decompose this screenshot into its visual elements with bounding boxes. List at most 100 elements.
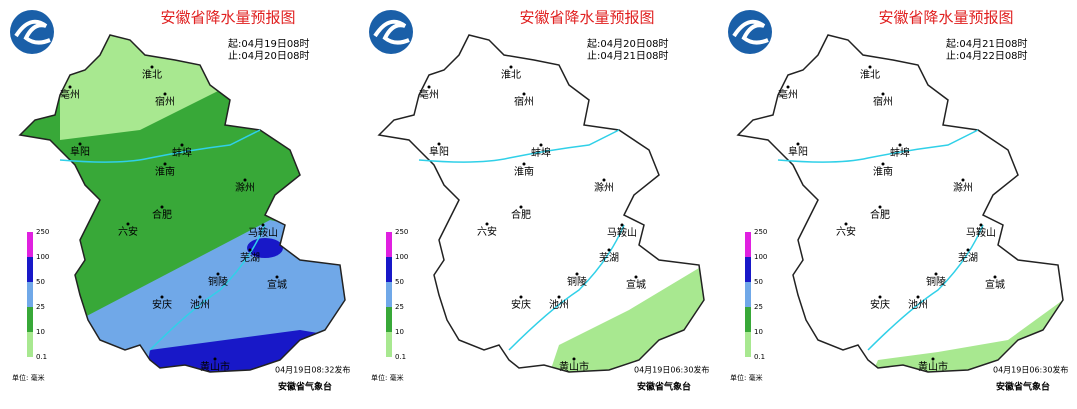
legend-swatch — [745, 307, 751, 332]
legend-label: 10 — [395, 328, 404, 336]
river — [59, 129, 261, 163]
legend-swatch — [386, 282, 392, 307]
city-label: 六安 — [477, 225, 497, 238]
river — [149, 224, 266, 351]
city-label: 阜阳 — [429, 145, 449, 158]
city-label: 芜湖 — [958, 251, 978, 264]
city-label: 阜阳 — [70, 145, 90, 158]
city-dot — [934, 272, 938, 276]
city-label: 芜湖 — [240, 251, 260, 264]
city-dot — [961, 178, 965, 182]
city-label: 亳州 — [419, 88, 439, 101]
city-dot — [78, 142, 82, 146]
city-dot — [509, 65, 513, 69]
legend-swatch — [386, 232, 392, 257]
legend-label: 100 — [395, 253, 408, 261]
city-dot — [216, 272, 220, 276]
city-dot — [868, 65, 872, 69]
legend-swatch — [745, 282, 751, 307]
legend-label: 100 — [36, 253, 49, 261]
city-dot — [786, 85, 790, 89]
city-dot — [572, 357, 576, 361]
city-label: 安庆 — [152, 298, 172, 311]
city-label: 阜阳 — [788, 145, 808, 158]
province-border — [377, 34, 705, 373]
province — [738, 35, 1063, 372]
province — [379, 35, 704, 372]
legend-label: 0.1 — [36, 353, 47, 361]
city-label: 马鞍山 — [607, 226, 637, 239]
river — [777, 129, 979, 163]
city-dot — [539, 143, 543, 147]
rain-area — [858, 300, 1063, 372]
city-label: 淮南 — [873, 165, 893, 178]
unit: 单位: 毫米 — [12, 373, 45, 382]
city-dot — [163, 92, 167, 96]
unit: 单位: 毫米 — [371, 373, 404, 382]
legend-label: 50 — [754, 278, 763, 286]
legend-label: 25 — [754, 303, 763, 311]
city-label: 六安 — [118, 225, 138, 238]
city-label: 淮南 — [155, 165, 175, 178]
city-label: 宿州 — [155, 95, 175, 108]
legend-label: 250 — [395, 228, 408, 236]
city-dot — [437, 142, 441, 146]
city-dot — [931, 357, 935, 361]
city-dot — [275, 275, 279, 279]
province-border — [736, 34, 1064, 373]
city-label: 黄山市 — [918, 360, 948, 373]
city-dot — [898, 143, 902, 147]
city-label: 铜陵 — [926, 276, 946, 288]
city-dot — [519, 295, 523, 299]
river — [867, 224, 984, 351]
city-label: 蚌埠 — [890, 146, 910, 159]
legend-swatch — [386, 307, 392, 332]
legend-label: 10 — [36, 328, 45, 336]
city-dot — [557, 295, 561, 299]
city-dot — [634, 275, 638, 279]
city-dot — [160, 295, 164, 299]
legend-label: 50 — [395, 278, 404, 286]
city-dot — [796, 142, 800, 146]
city-dot — [878, 295, 882, 299]
logo-swirl — [732, 19, 769, 45]
city-dot — [522, 162, 526, 166]
city-dot — [261, 223, 265, 227]
city-dot — [163, 162, 167, 166]
city-dot — [519, 205, 523, 209]
rain-0-10 — [858, 300, 1063, 372]
start-time: 起:04月21日08时 — [946, 38, 1028, 50]
end-time: 止:04月20日08时 — [228, 50, 310, 62]
city-dot — [881, 92, 885, 96]
unit: 单位: 毫米 — [730, 373, 763, 382]
city-label: 淮北 — [142, 69, 162, 81]
city-label: 滁州 — [953, 181, 973, 194]
city-label: 滁州 — [594, 181, 614, 194]
city-dot — [979, 223, 983, 227]
map-title: 安徽省降水量预报图 — [160, 9, 295, 27]
city-label: 池州 — [908, 298, 928, 311]
legend-swatch — [386, 332, 392, 357]
city-label: 池州 — [190, 298, 210, 311]
river — [508, 224, 625, 351]
end-time: 止:04月22日08时 — [946, 50, 1028, 62]
city-dot — [248, 248, 252, 252]
legend-label: 50 — [36, 278, 45, 286]
legend-label: 25 — [395, 303, 404, 311]
city-dot — [150, 65, 154, 69]
city-label: 宣城 — [985, 278, 1005, 291]
city-dot — [68, 85, 72, 89]
start-time: 起:04月19日08时 — [228, 38, 310, 50]
issuer: 安徽省气象台 — [637, 381, 691, 393]
issued-time: 04月19日06:30发布 — [634, 365, 709, 375]
city-label: 宣城 — [267, 278, 287, 291]
legend-swatch — [27, 282, 33, 307]
city-label: 淮南 — [514, 165, 534, 178]
map-title: 安徽省降水量预报图 — [519, 9, 654, 27]
city-label: 宣城 — [626, 278, 646, 291]
issued-time: 04月19日06:30发布 — [993, 365, 1068, 375]
city-dot — [126, 222, 130, 226]
